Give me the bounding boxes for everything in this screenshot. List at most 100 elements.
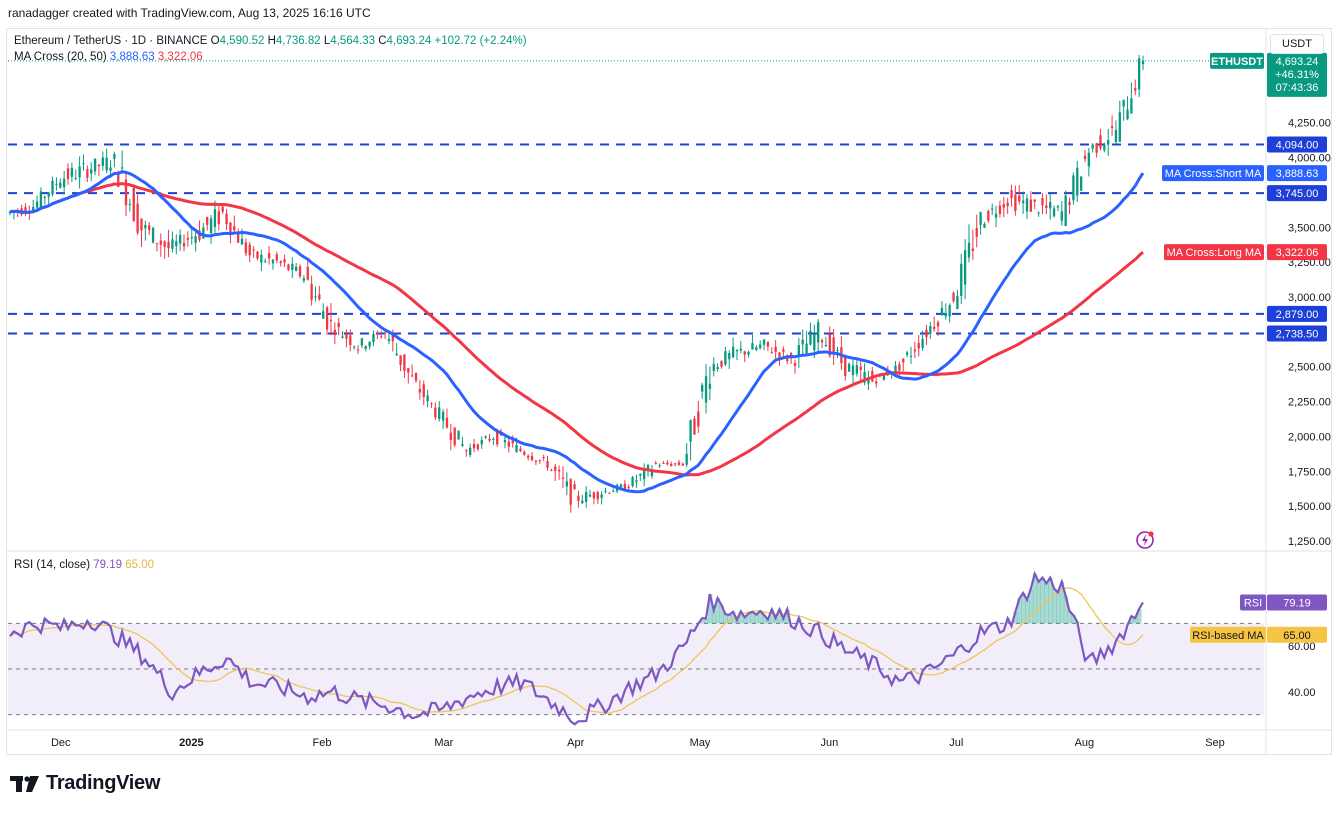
candle-body [32,207,35,212]
candle-body [527,455,530,458]
candle-body [1076,167,1079,196]
rsi-overbought-fill [742,617,748,624]
price-tick-label: 3,500.00 [1288,222,1331,234]
rsi-overbought-fill [1063,596,1069,624]
chart-legend: Ethereum / TetherUS · 1D · BINANCE O4,59… [14,33,527,65]
candle-body [62,178,66,188]
candle-body [921,338,924,349]
candle-body [229,222,232,235]
chart-frame [6,28,1332,755]
rsi-tick-label: 40.00 [1288,687,1316,699]
candle-body [701,384,704,392]
candle-body [735,349,739,352]
candle-body [453,427,456,446]
candle-body [588,494,592,497]
rsi-overbought-fill [758,611,763,624]
current-price-label: 4,693.24 [1276,56,1319,68]
candle-body [693,418,696,435]
rsi-overbought-fill [1032,573,1038,624]
candle-body [1025,198,1029,212]
legend-ma-row: MA Cross (20, 50) 3,888.63 3,322.06 [14,49,527,65]
candle-body [287,264,290,270]
candle-body [875,381,878,384]
candle-body [414,372,418,381]
candle-body [82,163,85,165]
candle-body [933,326,936,330]
candle-body [279,261,282,264]
candle-body [1118,112,1121,142]
rsi-price-tag: 79.19 [1283,597,1311,609]
candle-body [35,201,39,208]
candle-body [47,192,50,197]
tradingview-logo[interactable]: TradingView [10,772,160,795]
legend-high: 4,736.82 [275,35,321,47]
candle-body [209,218,213,233]
candle-body [55,183,58,185]
candle-body [1087,152,1091,167]
candle-body [585,491,588,502]
candle-body [90,169,93,174]
candle-body [356,349,360,351]
candle-body [101,157,104,166]
candle-body [318,294,321,300]
rsi-overbought-fill [1028,588,1034,624]
legend-open: 4,590.52 [219,35,265,47]
candle-body [793,362,797,366]
candle-body [565,481,568,487]
candle-body [399,355,402,365]
candle-body [410,375,414,377]
rsi-ma-line [9,587,1144,714]
rsi-overbought-fill [1017,598,1022,624]
candle-body [194,236,197,243]
candle-body [461,444,464,446]
chart-creator-credit: ranadagger created with TradingView.com,… [8,6,371,20]
candle-body [484,436,487,438]
candle-body [368,341,371,347]
candle-body [337,322,340,328]
candle-body [1049,201,1052,209]
candle-body [148,225,151,231]
candle-body [697,411,700,427]
rsi-legend-name[interactable]: RSI (14, close) [14,559,91,571]
tradingview-brand: TradingView [46,772,161,794]
level-price-tag-label: 2,738.50 [1276,328,1319,340]
price-tick-label: 1,750.00 [1288,466,1331,478]
rsi-overbought-fill [1129,616,1134,624]
level-price-tag [1267,136,1327,153]
price-tick-label: 1,250.00 [1288,536,1331,548]
rsi-ma-price-tag: 65.00 [1283,630,1311,642]
legend-ma-name[interactable]: MA Cross (20, 50) [14,51,107,63]
level-price-tag [1267,185,1327,202]
price-tick-label: 3,250.00 [1288,257,1331,269]
candle-body [759,344,762,349]
rsi-overbought-fill [723,614,728,624]
candle-body [940,307,944,316]
candle-body [1014,194,1017,211]
candle-body [43,196,46,198]
candle-body [681,463,684,466]
horizontal-levels [8,60,1264,335]
candle-body [662,463,665,465]
candle-body [438,407,441,420]
legend-change: +102.72 (+2.24%) [434,35,527,47]
rsi-overbought-fill [1055,592,1061,624]
legend-ma-short: 3,888.63 [109,51,155,63]
rsi-overbought-fill [1137,608,1142,624]
legend-symbol[interactable]: Ethereum / TetherUS · 1D · BINANCE [14,35,208,47]
time-axis-label: May [690,737,711,749]
countdown-label: 07:43:36 [1276,82,1319,94]
candle-body [1052,208,1056,217]
candle-body [1122,99,1125,107]
candle-body [673,463,677,465]
alert-icon[interactable] [1135,530,1155,550]
price-unit-selector[interactable]: USDT [1270,34,1324,54]
candle-body [403,354,406,371]
candle-body [418,389,422,393]
candle-body [457,430,460,440]
candle-body [236,233,240,243]
candle-body [97,164,101,167]
candle-body [646,465,650,472]
candle-body [623,483,626,490]
candle-body [658,465,661,467]
